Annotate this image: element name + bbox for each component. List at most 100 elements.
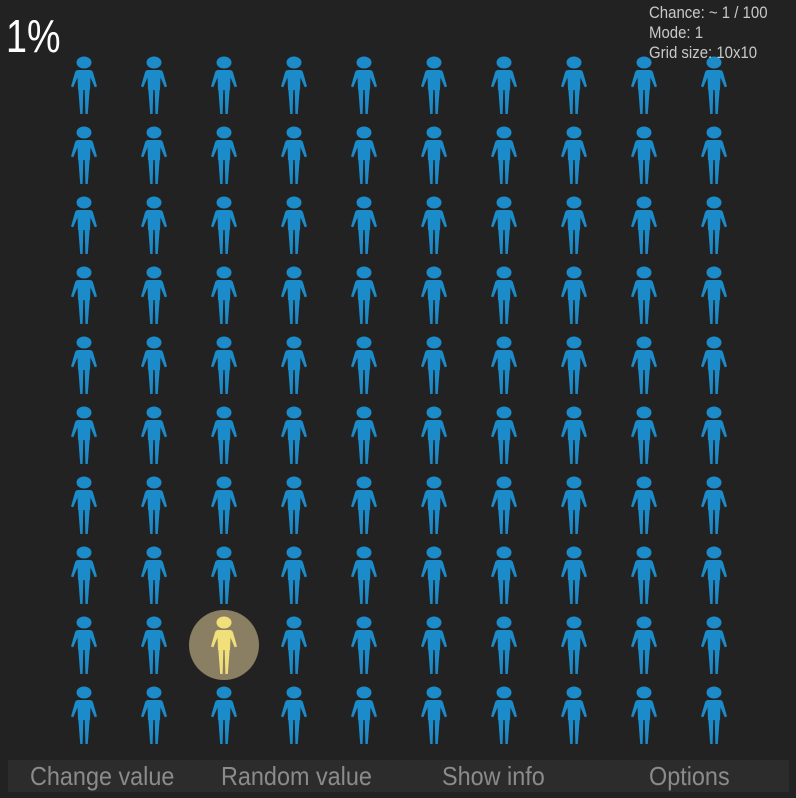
person-cell	[49, 120, 119, 190]
person-cell	[329, 120, 399, 190]
person-cell	[609, 120, 679, 190]
person-icon	[281, 616, 307, 674]
person-cell	[679, 400, 749, 470]
person-cell	[189, 400, 259, 470]
person-cell	[539, 680, 609, 750]
person-cell	[259, 680, 329, 750]
person-cell	[329, 50, 399, 120]
person-cell	[49, 190, 119, 260]
options-button[interactable]: Options	[649, 761, 730, 791]
person-cell	[399, 400, 469, 470]
person-cell	[189, 190, 259, 260]
person-icon	[71, 196, 97, 254]
person-cell	[399, 680, 469, 750]
change-value-button[interactable]: Change value	[30, 761, 175, 791]
person-icon	[631, 546, 657, 604]
person-cell	[259, 540, 329, 610]
person-icon	[561, 476, 587, 534]
person-icon	[211, 406, 237, 464]
person-icon	[71, 56, 97, 114]
person-icon	[141, 686, 167, 744]
person-icon	[701, 476, 727, 534]
person-icon	[351, 126, 377, 184]
person-cell	[539, 260, 609, 330]
person-icon	[491, 546, 517, 604]
person-icon	[281, 406, 307, 464]
person-icon	[701, 196, 727, 254]
person-cell	[609, 260, 679, 330]
person-icon	[211, 336, 237, 394]
person-icon	[71, 476, 97, 534]
person-icon	[701, 336, 727, 394]
person-icon	[141, 56, 167, 114]
person-cell	[119, 330, 189, 400]
person-icon	[491, 406, 517, 464]
person-icon	[211, 686, 237, 744]
person-icon	[491, 686, 517, 744]
person-cell	[49, 540, 119, 610]
person-cell	[399, 540, 469, 610]
person-icon	[211, 266, 237, 324]
random-value-button[interactable]: Random value	[221, 761, 372, 791]
person-cell	[259, 330, 329, 400]
person-icon	[421, 546, 447, 604]
person-cell	[49, 610, 119, 680]
chance-text: Chance: ~ 1 / 100	[649, 3, 768, 22]
person-cell	[469, 260, 539, 330]
person-cell	[329, 680, 399, 750]
person-icon	[351, 546, 377, 604]
person-icon	[141, 196, 167, 254]
person-cell	[609, 400, 679, 470]
person-icon	[631, 336, 657, 394]
person-cell	[119, 400, 189, 470]
person-icon	[701, 686, 727, 744]
person-icon	[281, 686, 307, 744]
person-icon	[281, 546, 307, 604]
person-icon	[351, 406, 377, 464]
person-cell	[49, 400, 119, 470]
person-cell	[259, 190, 329, 260]
person-cell	[49, 50, 119, 120]
person-icon	[141, 406, 167, 464]
person-icon	[211, 546, 237, 604]
person-icon	[491, 126, 517, 184]
person-icon	[421, 336, 447, 394]
person-icon	[211, 126, 237, 184]
person-icon	[421, 196, 447, 254]
person-icon	[421, 616, 447, 674]
person-cell	[119, 50, 189, 120]
highlighted-person	[189, 610, 259, 680]
person-icon	[561, 56, 587, 114]
person-icon	[351, 196, 377, 254]
person-cell	[119, 680, 189, 750]
person-icon	[211, 476, 237, 534]
person-cell	[469, 680, 539, 750]
person-icon	[351, 476, 377, 534]
person-icon	[561, 686, 587, 744]
person-icon	[701, 616, 727, 674]
percent-label: 1%	[6, 10, 61, 62]
person-icon	[351, 266, 377, 324]
person-cell	[119, 470, 189, 540]
person-cell	[609, 610, 679, 680]
person-cell	[119, 120, 189, 190]
person-cell	[539, 120, 609, 190]
person-icon	[701, 56, 727, 114]
person-icon	[561, 546, 587, 604]
person-cell	[539, 190, 609, 260]
person-cell	[399, 50, 469, 120]
person-icon	[281, 126, 307, 184]
person-icon	[141, 616, 167, 674]
person-cell	[679, 120, 749, 190]
person-cell	[49, 680, 119, 750]
person-icon	[421, 266, 447, 324]
show-info-button[interactable]: Show info	[442, 761, 545, 791]
person-cell	[329, 470, 399, 540]
bottom-toolbar: Change value Random value Show info Opti…	[8, 760, 789, 792]
person-cell	[399, 190, 469, 260]
person-cell	[259, 400, 329, 470]
person-cell	[329, 400, 399, 470]
person-cell	[679, 540, 749, 610]
person-cell	[539, 330, 609, 400]
